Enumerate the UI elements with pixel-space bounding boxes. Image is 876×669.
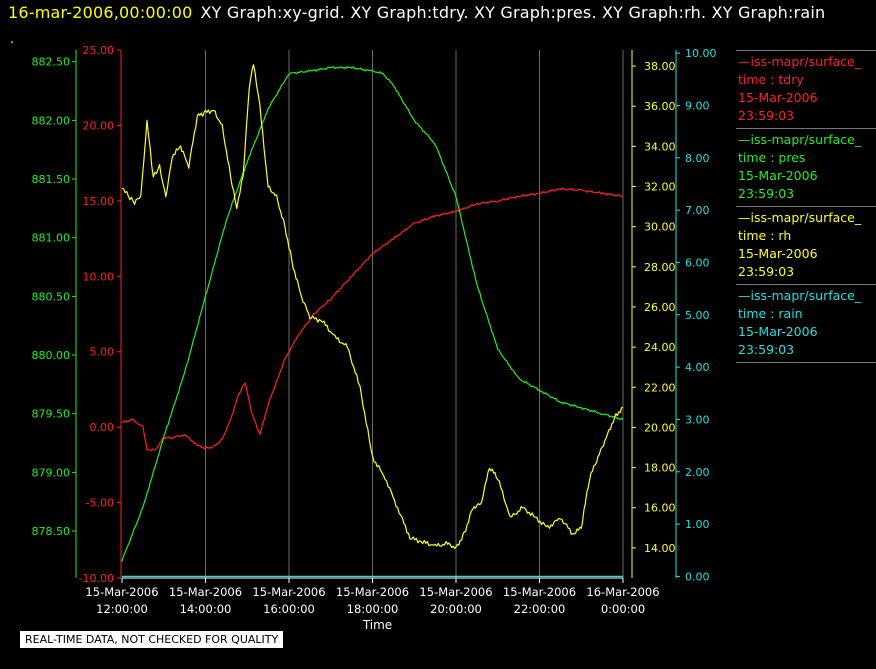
tdry-tick-label: 25.00 bbox=[83, 44, 115, 57]
pres-tick-label: 882.50 bbox=[32, 56, 71, 69]
x-tick-time: 12:00:00 bbox=[96, 602, 148, 616]
legend-field: time : pres bbox=[738, 150, 806, 165]
header-marker: . bbox=[10, 32, 14, 46]
x-tick-time: 16:00:00 bbox=[263, 602, 315, 616]
series-line-pres bbox=[121, 65, 624, 562]
pres-tick-label: 879.50 bbox=[32, 408, 71, 421]
x-tick-time: 22:00:00 bbox=[514, 602, 566, 616]
series-line-tdry bbox=[121, 187, 624, 451]
x-tick-time: 0:00:00 bbox=[601, 602, 645, 616]
legend-date: 15-Mar-2006 bbox=[738, 168, 818, 183]
rh-tick-label: 34.00 bbox=[644, 140, 676, 153]
x-tick-date: 15-Mar-2006 bbox=[85, 585, 158, 599]
legend-entry: —iss-mapr/surface_time : tdry 15-Mar-2006… bbox=[736, 50, 876, 128]
x-tick-date: 15-Mar-2006 bbox=[169, 585, 242, 599]
rain-tick-label: 2.00 bbox=[685, 466, 710, 479]
rain-tick-label: 8.00 bbox=[685, 152, 710, 165]
rain-tick-label: 1.00 bbox=[685, 518, 710, 531]
rain-tick-label: 4.00 bbox=[685, 361, 710, 374]
rh-tick-label: 36.00 bbox=[644, 100, 676, 113]
rh-tick-label: 28.00 bbox=[644, 261, 676, 274]
tdry-tick-label: 5.00 bbox=[90, 346, 115, 359]
legend-entry: —iss-mapr/surface_time : pres 15-Mar-2006… bbox=[736, 128, 876, 206]
rh-tick-label: 16.00 bbox=[644, 502, 676, 515]
rain-tick-label: 3.00 bbox=[685, 413, 710, 426]
legend-line: —iss-mapr/surface_ bbox=[738, 210, 862, 225]
legend-time: 23:59:03 bbox=[738, 108, 795, 123]
x-tick-time: 18:00:00 bbox=[347, 602, 399, 616]
pres-tick-label: 880.50 bbox=[32, 290, 71, 303]
legend-time: 23:59:03 bbox=[738, 342, 795, 357]
legend-date: 15-Mar-2006 bbox=[738, 324, 818, 339]
legend-field: time : rain bbox=[738, 306, 803, 321]
tdry-tick-label: 10.00 bbox=[83, 270, 115, 283]
header-date: 16-mar-2006,00:00:00 bbox=[8, 3, 193, 22]
x-tick-date: 15-Mar-2006 bbox=[336, 585, 409, 599]
rain-tick-label: 7.00 bbox=[685, 204, 710, 217]
quality-disclaimer: REAL-TIME DATA, NOT CHECKED FOR QUALITY bbox=[20, 631, 284, 648]
tdry-tick-label: 20.00 bbox=[83, 119, 115, 132]
rh-tick-label: 18.00 bbox=[644, 462, 676, 475]
pres-tick-label: 881.00 bbox=[32, 232, 71, 245]
header-graph-titles: XY Graph:xy-grid. XY Graph:tdry. XY Grap… bbox=[200, 3, 826, 22]
legend-field: time : rh bbox=[738, 228, 792, 243]
tdry-tick-label: 0.00 bbox=[90, 421, 115, 434]
rain-tick-label: 5.00 bbox=[685, 309, 710, 322]
pres-tick-label: 878.50 bbox=[32, 525, 71, 538]
rh-tick-label: 14.00 bbox=[644, 542, 676, 555]
legend-date: 15-Mar-2006 bbox=[738, 246, 818, 261]
series-line-rh bbox=[121, 64, 624, 550]
x-tick-date: 16-Mar-2006 bbox=[586, 585, 659, 599]
rh-tick-label: 38.00 bbox=[644, 60, 676, 73]
rh-tick-label: 22.00 bbox=[644, 381, 676, 394]
chart-header: 16-mar-2006,00:00:00 XY Graph:xy-grid. XY… bbox=[8, 3, 825, 22]
legend-divider bbox=[736, 362, 876, 363]
rain-tick-label: 9.00 bbox=[685, 99, 710, 112]
pres-tick-label: 879.00 bbox=[32, 466, 71, 479]
x-tick-date: 15-Mar-2006 bbox=[503, 585, 576, 599]
legend-time: 23:59:03 bbox=[738, 186, 795, 201]
tdry-tick-label: -10.00 bbox=[79, 572, 114, 585]
rh-tick-label: 24.00 bbox=[644, 341, 676, 354]
pres-tick-label: 882.00 bbox=[32, 114, 71, 127]
x-axis-label: Time bbox=[362, 618, 392, 632]
rain-tick-label: 10.00 bbox=[685, 47, 717, 60]
x-tick-date: 15-Mar-2006 bbox=[252, 585, 325, 599]
pres-tick-label: 881.50 bbox=[32, 173, 71, 186]
legend-time: 23:59:03 bbox=[738, 264, 795, 279]
legend-line: —iss-mapr/surface_ bbox=[738, 132, 862, 147]
legend-entry: —iss-mapr/surface_time : rh 15-Mar-2006 23… bbox=[736, 206, 876, 284]
x-tick-date: 15-Mar-2006 bbox=[419, 585, 492, 599]
rain-tick-label: 0.00 bbox=[685, 570, 710, 583]
rh-tick-label: 26.00 bbox=[644, 301, 676, 314]
tdry-tick-label: 15.00 bbox=[83, 195, 115, 208]
legend-line: —iss-mapr/surface_ bbox=[738, 54, 862, 69]
legend-entry: —iss-mapr/surface_time : rain 15-Mar-2006… bbox=[736, 284, 876, 362]
pres-tick-label: 880.00 bbox=[32, 349, 71, 362]
rh-tick-label: 20.00 bbox=[644, 421, 676, 434]
legend-date: 15-Mar-2006 bbox=[738, 90, 818, 105]
legend: —iss-mapr/surface_ time : tdry 15-Mar-2006… bbox=[736, 50, 876, 363]
tdry-tick-label: -5.00 bbox=[86, 497, 114, 510]
rh-tick-label: 32.00 bbox=[644, 181, 676, 194]
x-tick-time: 20:00:00 bbox=[430, 602, 482, 616]
legend-line: —iss-mapr/surface_ bbox=[738, 288, 862, 303]
x-tick-time: 14:00:00 bbox=[180, 602, 232, 616]
rh-tick-label: 30.00 bbox=[644, 221, 676, 234]
rain-tick-label: 6.00 bbox=[685, 256, 710, 269]
legend-field: time : tdry bbox=[738, 72, 804, 87]
